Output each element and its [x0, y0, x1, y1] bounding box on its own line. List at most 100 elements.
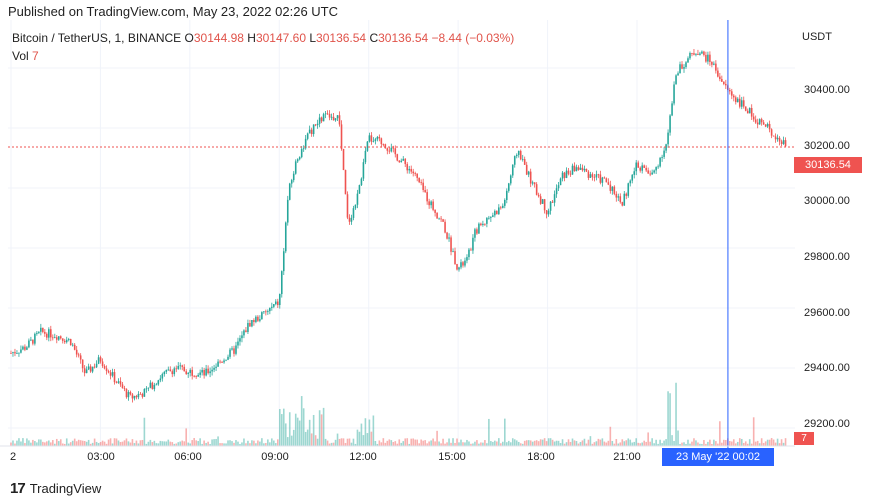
candle-body [384, 144, 387, 149]
volume-bar [681, 442, 683, 446]
candle-body [390, 147, 393, 152]
volume-bar [557, 440, 560, 446]
high-label: H [247, 31, 256, 45]
x-tick-label: 09:00 [261, 451, 289, 463]
volume-bar [721, 442, 723, 446]
volume-bar [169, 441, 172, 446]
volume-bar [209, 443, 211, 446]
volume-bar [768, 439, 771, 446]
candle-body [683, 67, 685, 69]
candle-body [691, 53, 693, 54]
volume-bar [515, 440, 518, 446]
candle-body [370, 135, 373, 142]
volume-bar [135, 440, 138, 446]
volume-bar [87, 439, 90, 446]
candle-body [93, 366, 96, 368]
volume-bar [591, 443, 594, 446]
candle-body [48, 329, 50, 338]
candle-body [179, 365, 182, 367]
candle-body [185, 371, 188, 374]
volume-bar [621, 439, 624, 446]
volume-bar [195, 440, 197, 446]
candle-body [611, 186, 614, 191]
volume-bar [458, 442, 460, 446]
volume-bar [77, 439, 80, 446]
candle-body [693, 53, 695, 55]
symbol-name[interactable]: Bitcoin / TetherUS, 1, BINANCE [12, 31, 182, 45]
candle-body [137, 393, 140, 398]
candle-body [332, 116, 335, 121]
volume-bar [639, 443, 641, 446]
candle-body [79, 355, 82, 360]
volume-bar [322, 407, 325, 446]
candle-body [416, 173, 418, 178]
volume-bar [766, 439, 769, 446]
volume-bar [432, 438, 434, 446]
volume-bar [774, 442, 777, 446]
volume-bar [442, 438, 444, 446]
volume-bar [165, 441, 168, 446]
volume-bar [330, 442, 333, 446]
volume-bar [284, 423, 287, 446]
candle-body [474, 229, 476, 238]
volume-bar [780, 439, 783, 446]
candle-body [372, 140, 375, 142]
candle-body [715, 63, 717, 71]
candle-body [697, 53, 699, 55]
candle-body [350, 217, 353, 222]
candle-body [452, 251, 454, 252]
volume-bar [573, 440, 576, 446]
candle-body [275, 301, 277, 305]
volume-bar [225, 443, 227, 446]
volume-value: 7 [32, 49, 39, 63]
candle-body [547, 210, 550, 215]
candle-body [509, 175, 512, 184]
candle-body [340, 124, 343, 149]
volume-bar [643, 440, 645, 446]
tradingview-logo[interactable]: 17 TradingView [10, 480, 101, 497]
candle-body [466, 257, 468, 261]
candle-body [711, 61, 713, 65]
volume-bar [687, 439, 689, 446]
candle-body [760, 119, 763, 123]
candle-body [703, 51, 705, 55]
candle-body [28, 340, 30, 348]
candle-body [730, 91, 733, 96]
candle-body [149, 382, 152, 388]
volume-bar [336, 433, 339, 446]
volume-bar [356, 429, 359, 446]
volume-bar [396, 443, 399, 446]
volume-bar [535, 440, 538, 446]
volume-bar [709, 439, 711, 446]
volume-bar [511, 438, 514, 446]
candle-body [259, 319, 261, 321]
candle-body [571, 165, 574, 175]
volume-bar [193, 438, 195, 446]
volume-bar [280, 414, 283, 446]
candle-body [322, 114, 325, 122]
x-tick-label: 06:00 [174, 451, 202, 463]
candle-body [762, 122, 765, 125]
volume-bar [342, 438, 345, 446]
volume-bar [424, 440, 426, 446]
candle-body [593, 176, 596, 178]
candle-body [77, 354, 80, 356]
volume-bar [701, 443, 703, 446]
candle-body [766, 123, 769, 127]
candle-body [750, 107, 753, 117]
volume-bar [667, 391, 669, 446]
volume-bar [525, 440, 528, 446]
volume-bar [611, 440, 614, 446]
volume-bar [263, 443, 265, 446]
candle-body [24, 346, 26, 350]
volume-bar [653, 443, 655, 446]
candle-body [595, 174, 598, 178]
volume-bar [261, 438, 263, 446]
volume-bar [366, 433, 369, 446]
candle-body [239, 338, 241, 342]
candle-body [631, 174, 634, 181]
candle-body [553, 194, 556, 203]
candle-body [241, 335, 243, 339]
candle-body [109, 372, 112, 376]
